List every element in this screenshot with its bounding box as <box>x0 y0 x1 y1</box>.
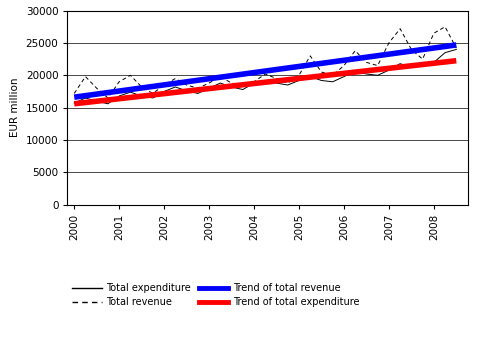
Y-axis label: EUR million: EUR million <box>10 78 20 137</box>
Legend: Total expenditure, Total revenue, Trend of total revenue, Trend of total expendi: Total expenditure, Total revenue, Trend … <box>72 283 360 307</box>
